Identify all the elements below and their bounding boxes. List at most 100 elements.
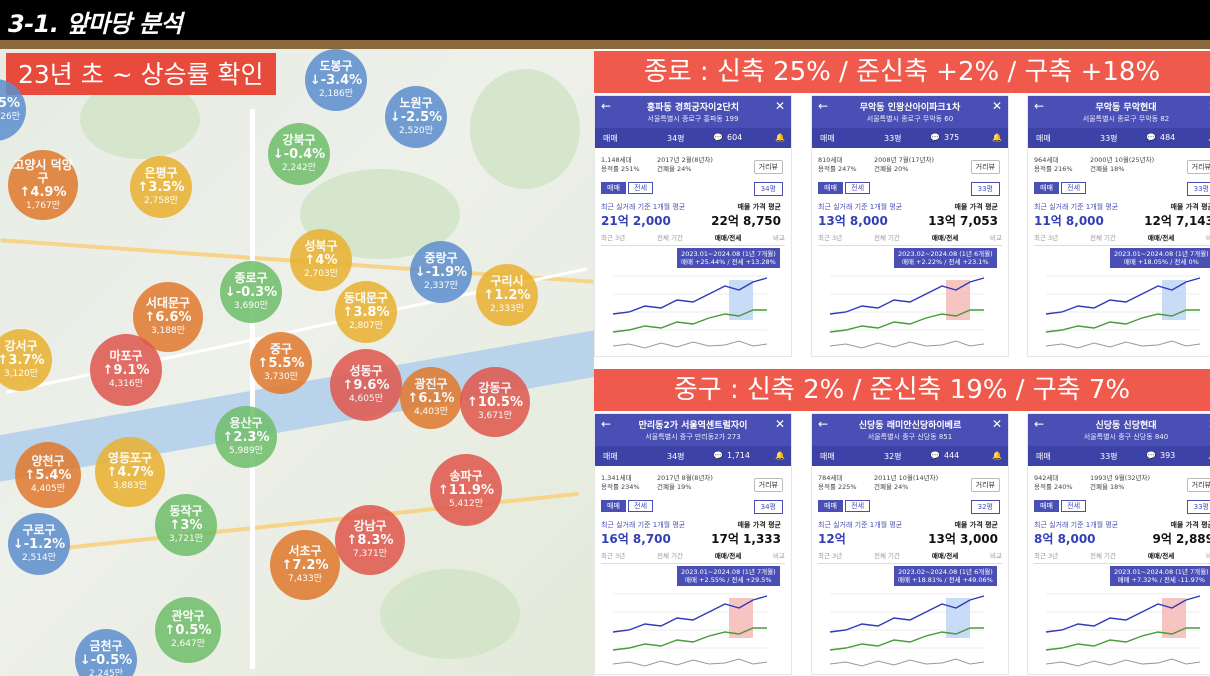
bell-icon[interactable]: 🔔 [992,133,1002,142]
comment-icon[interactable]: 💬 [930,451,940,460]
district-bubble[interactable]: 강남구 ↑8.3% 7,371만 [335,505,405,575]
close-icon[interactable]: ✕ [991,99,1002,113]
bell-icon[interactable]: 🔔 [992,451,1002,460]
tab-all[interactable]: 전체 기간 [1090,234,1117,242]
close-icon[interactable]: ✕ [1208,417,1210,431]
tab-sale[interactable]: 매매 [1034,500,1059,512]
size-select[interactable]: 33평 [1186,500,1210,514]
tab-sale[interactable]: 매매 [601,500,626,512]
tab-jeonse[interactable]: 전세 [1061,500,1087,512]
street-view-button[interactable]: 거리뷰 [970,478,1000,492]
close-icon[interactable]: ✕ [774,99,785,113]
tab-3y[interactable]: 최근 3년 [1034,234,1059,242]
size-label[interactable]: 33평 [884,134,902,143]
size-label[interactable]: 34평 [667,134,685,143]
back-arrow-icon[interactable]: ← [818,99,829,113]
tab-sale-jeonse[interactable]: 매매/전세 [931,234,959,242]
district-bubble[interactable]: 서초구 ↑7.2% 7,433만 [270,530,340,600]
close-icon[interactable]: ✕ [774,417,785,431]
back-arrow-icon[interactable]: ← [1034,417,1045,431]
district-bubble[interactable]: 동작구 ↑3% 3,721만 [155,494,217,556]
street-view-button[interactable]: 거리뷰 [753,478,783,492]
comment-icon[interactable]: 💬 [1146,133,1156,142]
district-bubble[interactable]: 용산구 ↑2.3% 5,989만 [215,406,277,468]
tab-all[interactable]: 전체 기간 [874,552,901,560]
tab-3y[interactable]: 최근 3년 [1034,552,1059,560]
district-bubble[interactable]: 은평구 ↑3.5% 2,758만 [130,156,192,218]
tab-sale-jeonse[interactable]: 매매/전세 [931,552,959,560]
district-bubble[interactable]: 고양시 덕양구 ↑4.9% 1,767만 [8,150,78,220]
back-arrow-icon[interactable]: ← [1034,99,1045,113]
tab-sale-jeonse[interactable]: 매매/전세 [1147,552,1175,560]
tab-jeonse[interactable]: 전세 [1061,182,1087,194]
district-bubble[interactable]: 강서구 ↑3.7% 3,120만 [0,329,52,391]
district-bubble[interactable]: 중랑구 ↓-1.9% 2,337만 [410,241,472,303]
tab-jeonse[interactable]: 전세 [845,182,871,194]
tab-sale-jeonse[interactable]: 매매/전세 [714,234,742,242]
back-arrow-icon[interactable]: ← [601,99,612,113]
district-bubble[interactable]: 관악구 ↑0.5% 2,647만 [155,597,221,663]
district-bubble[interactable]: 동대문구 ↑3.8% 2,807만 [335,281,397,343]
bell-icon[interactable]: 🔔 [1208,451,1210,460]
district-bubble[interactable]: 마포구 ↑9.1% 4,316만 [90,334,162,406]
tab-sale[interactable]: 매매 [818,500,843,512]
trade-type[interactable]: 매매 [603,134,618,143]
tab-all[interactable]: 전체 기간 [657,552,684,560]
close-icon[interactable]: ✕ [1208,99,1210,113]
tab-compare[interactable]: 비교 [773,234,785,242]
district-bubble[interactable]: 성동구 ↑9.6% 4,605만 [330,349,402,421]
close-icon[interactable]: ✕ [991,417,1002,431]
tab-compare[interactable]: 비교 [773,552,785,560]
size-label[interactable]: 34평 [667,452,685,461]
district-bubble[interactable]: 노원구 ↓-2.5% 2,520만 [385,86,447,148]
apartment-card[interactable]: ← ✕ 무악동 무악현대 서울특별시 종로구 무악동 82 매매 33평 💬 4… [1027,95,1210,357]
size-label[interactable]: 33평 [1100,134,1118,143]
back-arrow-icon[interactable]: ← [818,417,829,431]
district-bubble[interactable]: 강동구 ↑10.5% 3,671만 [460,367,530,437]
comment-icon[interactable]: 💬 [713,451,723,460]
district-bubble[interactable]: 강북구 ↓-0.4% 2,242만 [268,123,330,185]
district-bubble[interactable]: 성북구 ↑4% 2,703만 [290,229,352,291]
back-arrow-icon[interactable]: ← [601,417,612,431]
bell-icon[interactable]: 🔔 [775,451,785,460]
tab-sale[interactable]: 매매 [601,182,626,194]
district-bubble[interactable]: 영등포구 ↑4.7% 3,883만 [95,437,165,507]
tab-jeonse[interactable]: 전세 [628,182,654,194]
district-bubble[interactable]: 금천구 ↓-0.5% 2,245만 [75,629,137,676]
apartment-card[interactable]: ← ✕ 홍파동 경희궁자이2단치 서울특별시 종로구 홍파동 199 매매 34… [594,95,792,357]
comment-icon[interactable]: 💬 [1146,451,1156,460]
street-view-button[interactable]: 거리뷰 [1186,478,1210,492]
comment-icon[interactable]: 💬 [930,133,940,142]
district-bubble[interactable]: 광진구 ↑6.1% 4,403만 [400,367,462,429]
street-view-button[interactable]: 거리뷰 [753,160,783,174]
size-label[interactable]: 32평 [884,452,902,461]
size-select[interactable]: 34평 [753,182,783,196]
district-bubble[interactable]: 중구 ↑5.5% 3,730만 [250,332,312,394]
street-view-button[interactable]: 거리뷰 [1186,160,1210,174]
apartment-card[interactable]: ← ✕ 만리동2가 서울역센트럴자이 서울특별시 중구 만리동2가 273 매매… [594,413,792,675]
bell-icon[interactable]: 🔔 [775,133,785,142]
apartment-card[interactable]: ← ✕ 신당동 신당현대 서울특별시 중구 신당동 840 매매 33평 💬 3… [1027,413,1210,675]
bell-icon[interactable]: 🔔 [1208,133,1210,142]
tab-all[interactable]: 전체 기간 [1090,552,1117,560]
trade-type[interactable]: 매매 [1036,134,1051,143]
district-bubble[interactable]: 도봉구 ↓-3.4% 2,186만 [305,49,367,111]
district-bubble[interactable]: 구로구 ↓-1.2% 2,514만 [8,513,70,575]
tab-sale[interactable]: 매매 [818,182,843,194]
tab-all[interactable]: 전체 기간 [657,234,684,242]
district-bubble[interactable]: 양천구 ↑5.4% 4,405만 [15,442,81,508]
district-bubble[interactable]: 구리시 ↑1.2% 2,333만 [476,264,538,326]
size-select[interactable]: 34평 [753,500,783,514]
apartment-card[interactable]: ← ✕ 무악동 인왕산아이파크1차 서울특별시 종로구 무악동 60 매매 33… [811,95,1009,357]
tab-all[interactable]: 전체 기간 [874,234,901,242]
tab-compare[interactable]: 비교 [990,234,1002,242]
district-bubble[interactable]: 종로구 ↓-0.3% 3,690만 [220,261,282,323]
tab-sale-jeonse[interactable]: 매매/전세 [714,552,742,560]
tab-3y[interactable]: 최근 3년 [818,234,843,242]
comment-icon[interactable]: 💬 [713,133,723,142]
trade-type[interactable]: 매매 [820,134,835,143]
size-select[interactable]: 32평 [970,500,1000,514]
district-bubble[interactable]: 송파구 ↑11.9% 5,412만 [430,454,502,526]
trade-type[interactable]: 매매 [603,452,618,461]
tab-3y[interactable]: 최근 3년 [601,234,626,242]
